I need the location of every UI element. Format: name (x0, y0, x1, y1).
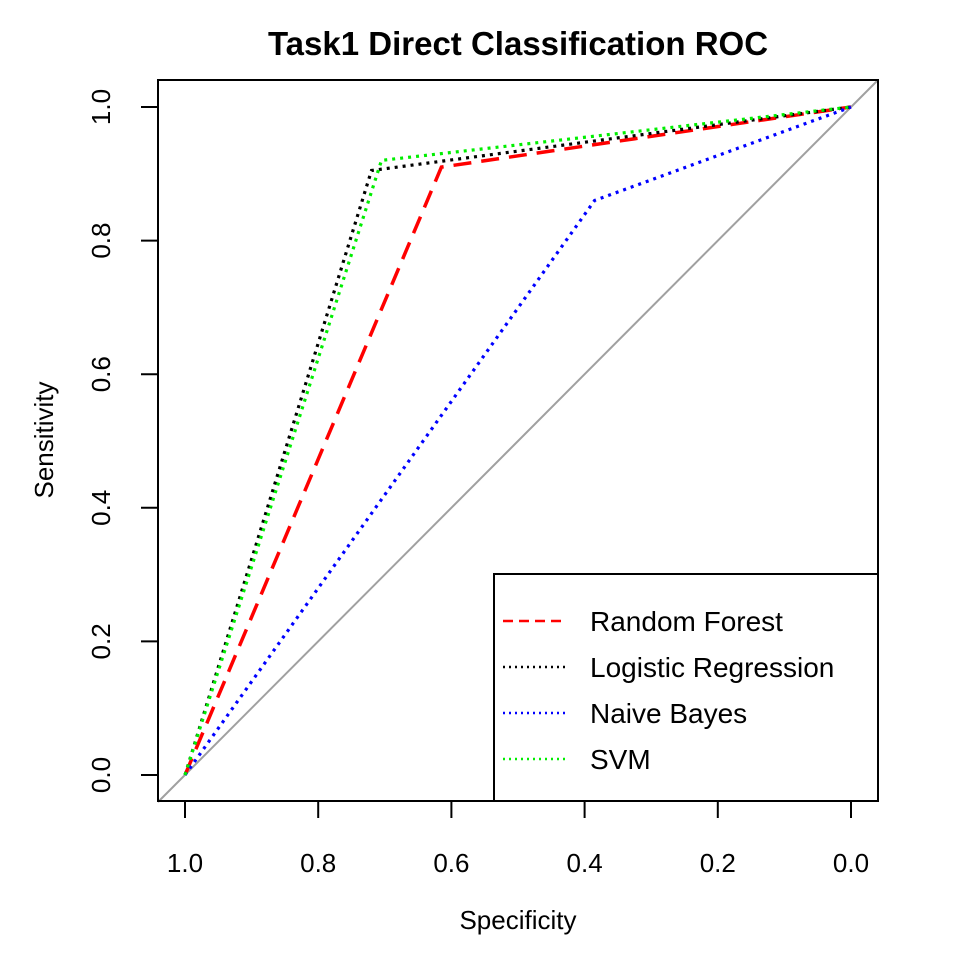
x-tick-label: 0.6 (433, 848, 469, 878)
legend-label: Naive Bayes (590, 698, 747, 729)
y-axis-label: Sensitivity (29, 381, 59, 498)
y-tick-label: 0.2 (86, 623, 116, 659)
legend-label: Logistic Regression (590, 652, 834, 683)
y-tick-label: 0.6 (86, 356, 116, 392)
x-tick-label: 0.4 (567, 848, 603, 878)
legend-label: Random Forest (590, 606, 783, 637)
x-tick-label: 0.8 (300, 848, 336, 878)
y-tick-label: 0.0 (86, 757, 116, 793)
y-tick-label: 1.0 (86, 89, 116, 125)
series-line-svm (183, 105, 852, 776)
x-axis: 1.0 0.8 0.6 0.4 0.2 0.0 (167, 800, 869, 878)
x-tick-label: 1.0 (167, 848, 203, 878)
series-line-random-forest (183, 105, 852, 776)
legend: Random Forest Logistic Regression Naive Ba… (493, 573, 879, 802)
chart-title: Task1 Direct Classification ROC (268, 25, 768, 62)
reference-diagonal (157, 79, 879, 803)
legend-box (493, 573, 879, 802)
plot-area (157, 79, 879, 803)
y-axis: 0.0 0.2 0.4 0.6 0.8 1.0 (86, 89, 159, 793)
series-line-logistic-regression (183, 105, 852, 776)
x-tick-label: 0.2 (700, 848, 736, 878)
x-axis-label: Specificity (459, 905, 576, 935)
series-line-naive-bayes (183, 105, 852, 776)
x-tick-label: 0.0 (833, 848, 869, 878)
legend-label: SVM (590, 744, 651, 775)
y-tick-label: 0.4 (86, 490, 116, 526)
y-tick-label: 0.8 (86, 223, 116, 259)
